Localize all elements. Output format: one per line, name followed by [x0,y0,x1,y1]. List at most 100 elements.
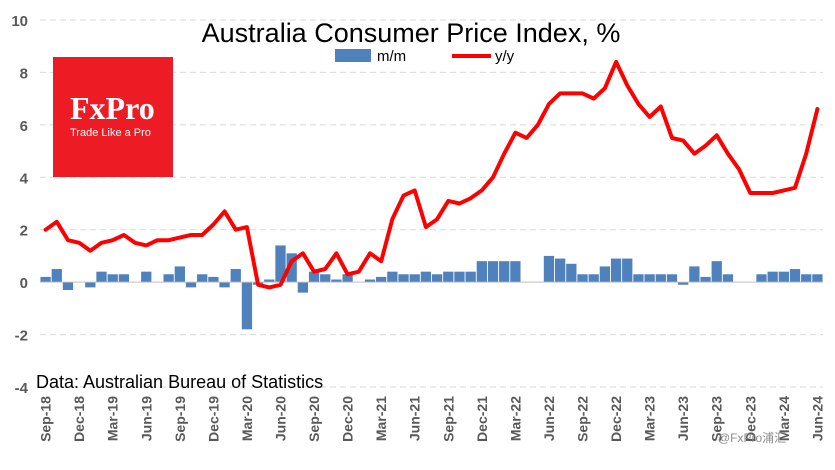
yy-line-series [43,59,820,290]
mm-bar [409,274,420,283]
mm-bar [420,271,432,283]
mm-bar [174,266,185,283]
x-tick-label: Jun-20 [272,396,288,441]
x-tick-label: Dec-19 [205,396,221,442]
x-tick-label: Mar-19 [105,396,121,441]
mm-bar [62,282,74,291]
y-tick-label: 8 [20,65,28,82]
x-tick-label: Jun-22 [541,396,557,441]
mm-bar [219,282,230,288]
mm-bar [644,274,655,283]
x-tick-label: Dec-23 [742,396,758,442]
mm-bar [756,274,767,283]
x-tick-label: Sep-21 [440,396,456,442]
mm-bar [185,282,197,288]
x-tick-label: Sep-22 [575,396,591,442]
mm-bar [96,271,107,283]
y-tick-label: 10 [11,13,28,30]
mm-bar [577,274,588,283]
x-tick-label: Sep-20 [306,396,322,442]
mm-bar [241,282,253,330]
mm-bar [331,279,342,283]
mm-bar [678,282,689,285]
mm-bar [163,274,174,283]
legend-mm-label: m/m [377,48,406,65]
mm-bar [700,276,711,283]
x-tick-label: Mar-23 [642,396,658,441]
x-tick-label: Dec-21 [474,396,490,442]
mm-bar [141,271,152,283]
mm-bar [197,274,208,283]
mm-bar [40,276,51,283]
mm-bar [610,258,622,283]
x-tick-label: Mar-20 [239,396,255,441]
mm-bar [476,261,487,283]
mm-bar [499,261,510,283]
legend-mm-swatch [335,49,371,62]
yy-line [43,59,820,290]
x-tick-label: Dec-18 [71,396,87,442]
mm-bar [275,245,286,283]
logo-tagline: Trade Like a Pro [70,127,151,139]
source-note: Data: Australian Bureau of Statistics [36,372,323,392]
watermark: @FxPro浦汇 [718,431,786,445]
mm-bar [264,279,275,283]
mm-bar [812,274,823,283]
mm-bar [85,282,96,288]
mm-bar [689,266,700,283]
mm-bar [801,274,812,283]
mm-bar [465,271,476,283]
mm-bar [286,253,297,283]
x-tick-label: Sep-23 [709,396,725,442]
mm-bar [666,274,678,283]
legend: m/m y/y [335,48,515,65]
mm-bar [208,276,219,283]
x-tick-label: Mar-22 [507,396,523,441]
y-tick-label: 2 [20,223,28,240]
mm-bar [711,261,722,283]
mm-bar [107,274,118,283]
mm-bar [789,269,801,283]
mm-bar [443,271,454,283]
logo-brand: FxPro [70,90,155,126]
mm-bar [342,274,353,283]
mm-bar [398,274,409,283]
mm-bar [308,271,320,283]
mm-bar [543,255,555,283]
y-tick-label: -2 [15,328,28,345]
mm-bar [566,263,577,283]
mm-bar [297,282,309,293]
mm-bar [376,276,387,283]
mm-bar [655,274,666,283]
chart-title: Australia Consumer Price Index, % [202,18,621,48]
y-tick-label: 6 [20,118,28,135]
mm-bar [633,274,644,283]
y-tick-label: 0 [20,275,28,292]
x-tick-label: Dec-20 [340,396,356,442]
logo-background [53,57,173,177]
x-tick-label: Mar-24 [776,396,792,441]
x-tick-label: Jun-24 [809,396,825,441]
mm-bar [364,279,376,283]
x-tick-label: Jun-23 [675,396,691,441]
mm-bar [778,271,789,283]
y-tick-label: -4 [15,380,29,397]
x-tick-label: Jun-21 [407,396,423,441]
mm-bar-series [40,245,823,330]
x-axis-ticks: Sep-18 Dec-18 Mar-19 Jun-19 Sep-19 Dec-19 Mar-… [38,396,826,442]
mm-bar [622,258,633,283]
x-tick-label: Sep-19 [172,396,188,442]
x-tick-label: Dec-22 [608,396,624,442]
x-tick-label: Mar-21 [373,396,389,441]
mm-bar [51,269,62,283]
fxpro-logo: FxPro Trade Like a Pro [53,57,173,177]
mm-bar [510,261,521,283]
mm-bar [118,274,130,283]
y-tick-label: 4 [20,170,29,187]
mm-bar [431,274,443,283]
mm-bar [554,258,566,283]
mm-bar [599,266,611,283]
x-tick-label: Sep-18 [38,396,54,442]
y-axis-ticks: -4 -2 0 2 4 6 8 10 [11,13,28,397]
